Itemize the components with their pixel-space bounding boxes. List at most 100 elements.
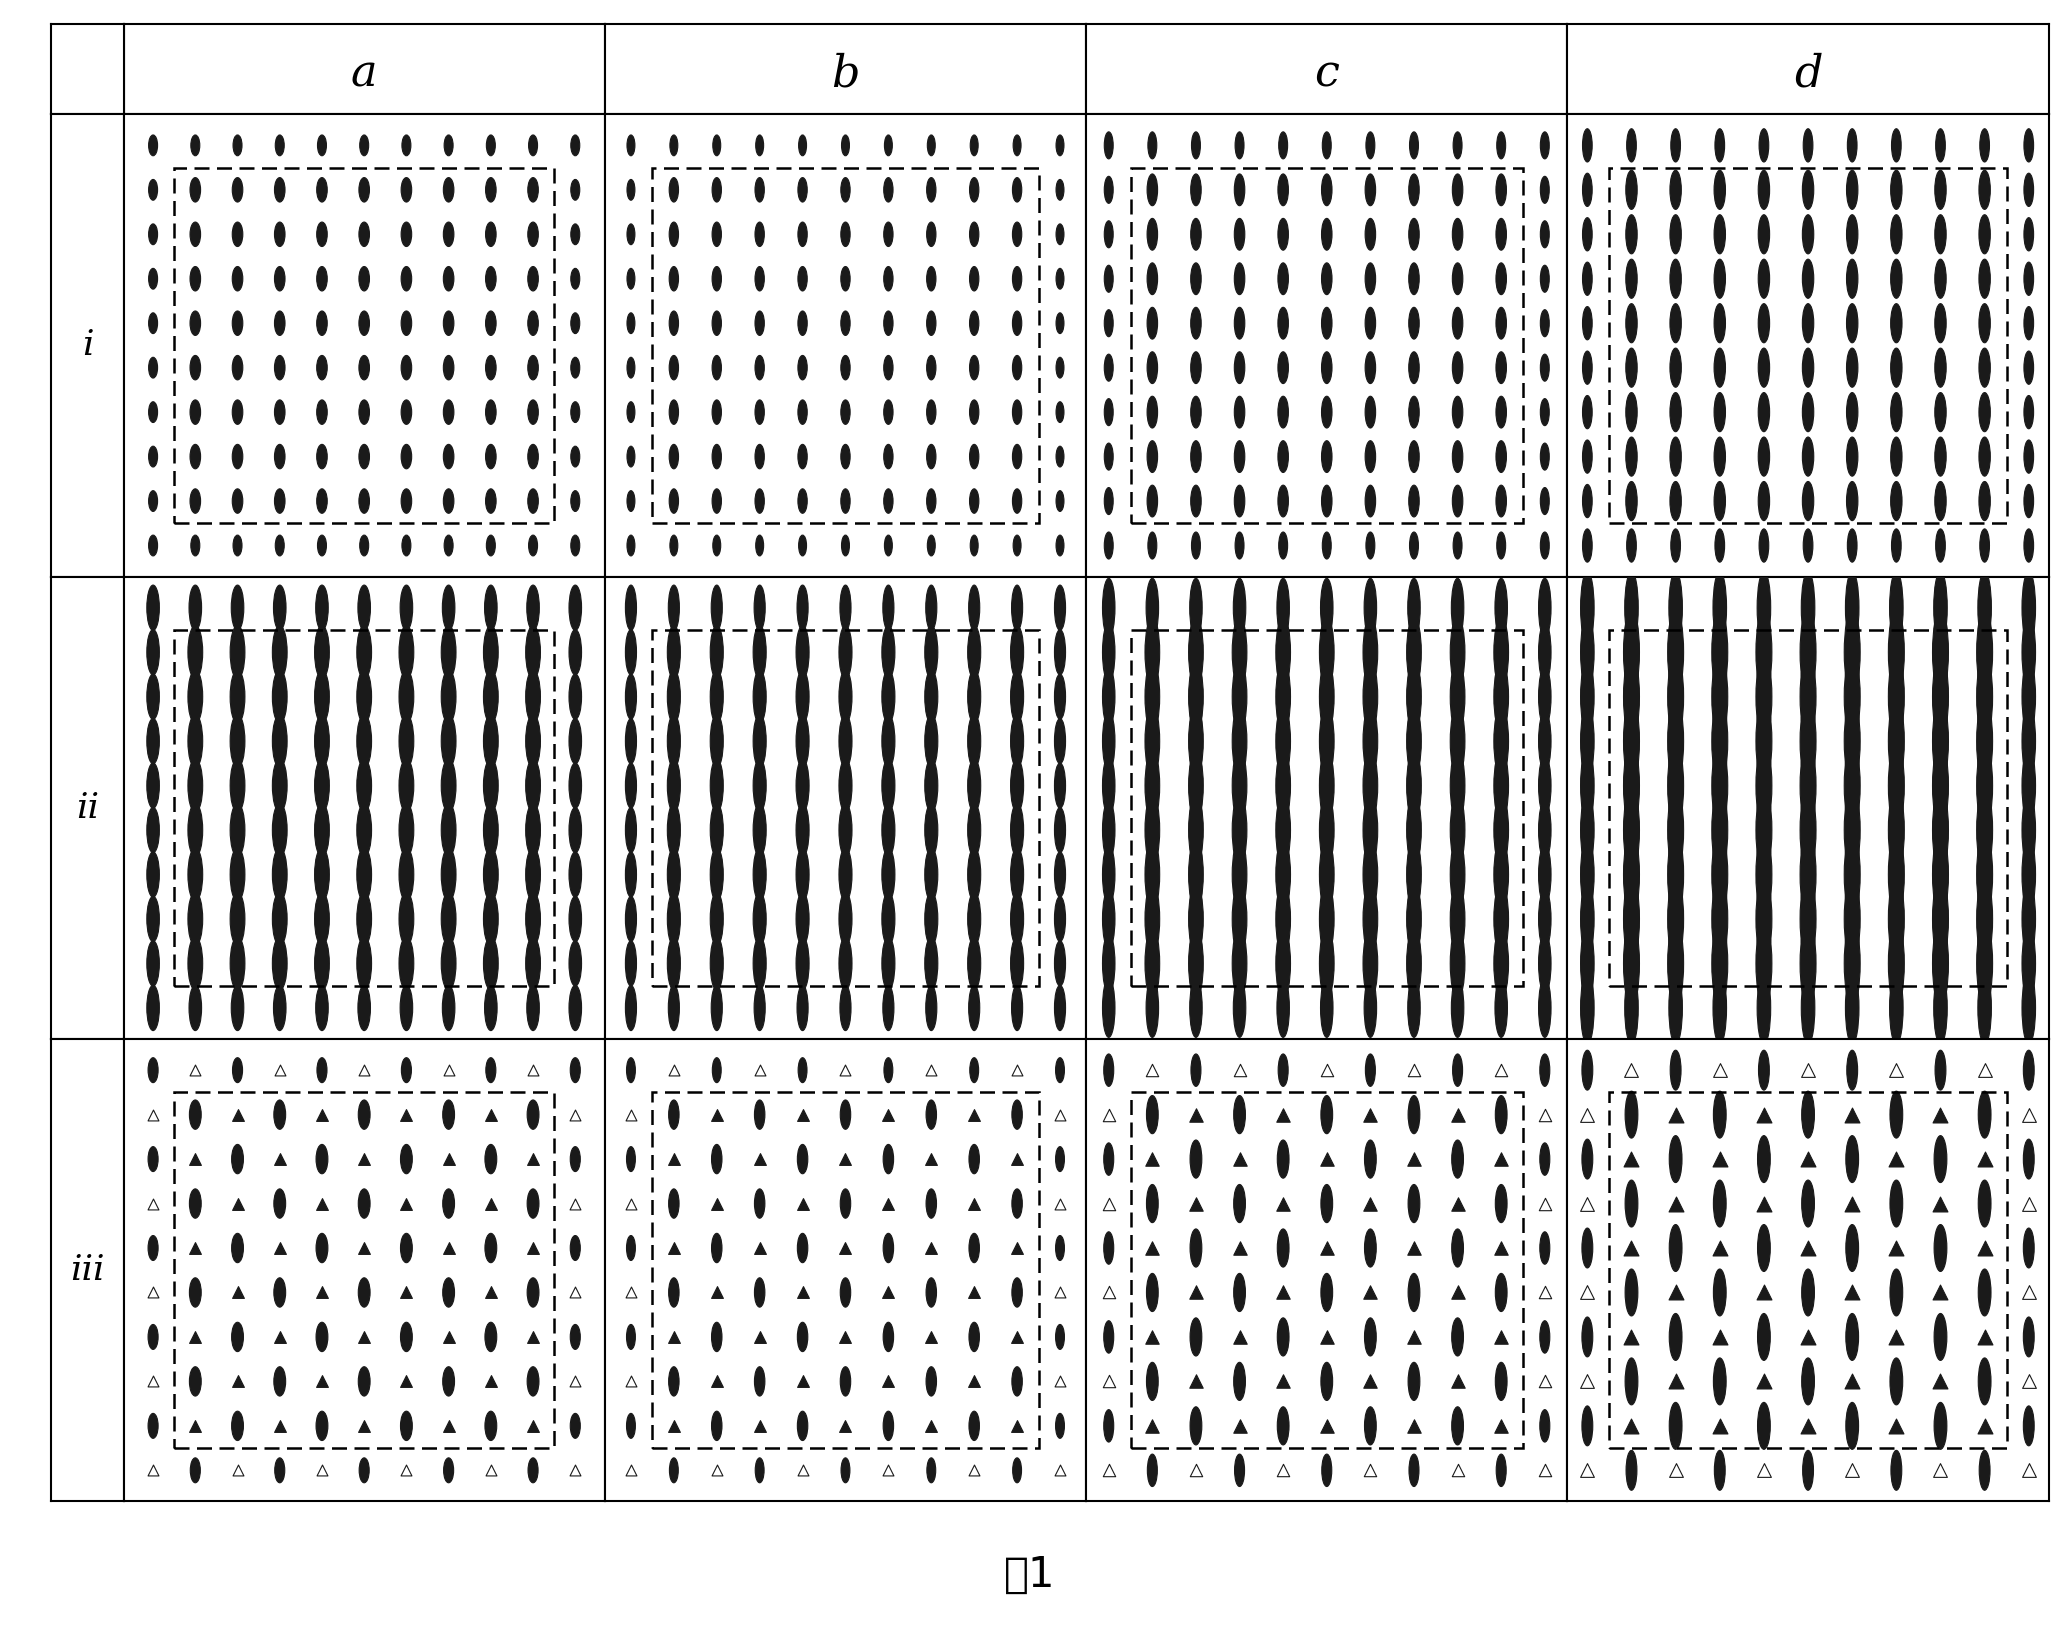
Ellipse shape — [1277, 617, 1291, 687]
Ellipse shape — [1668, 832, 1684, 917]
Ellipse shape — [358, 490, 369, 514]
Ellipse shape — [797, 759, 809, 813]
Point — [517, 1235, 550, 1262]
Point — [1180, 1279, 1213, 1306]
Ellipse shape — [231, 759, 245, 813]
Ellipse shape — [1322, 263, 1332, 295]
Ellipse shape — [402, 1144, 412, 1173]
Point — [432, 1146, 465, 1172]
Ellipse shape — [570, 535, 581, 557]
Ellipse shape — [628, 491, 634, 511]
Ellipse shape — [1758, 170, 1769, 209]
Ellipse shape — [360, 535, 369, 557]
Ellipse shape — [1758, 348, 1769, 387]
Point — [1703, 1324, 1736, 1350]
Point — [432, 1324, 465, 1350]
Ellipse shape — [1845, 787, 1859, 873]
Ellipse shape — [1231, 795, 1248, 865]
Ellipse shape — [146, 940, 159, 986]
Ellipse shape — [799, 444, 807, 468]
Ellipse shape — [669, 1366, 679, 1395]
Ellipse shape — [1056, 535, 1065, 557]
Ellipse shape — [1408, 979, 1421, 1038]
Ellipse shape — [1845, 1314, 1859, 1361]
Ellipse shape — [1627, 170, 1637, 209]
Ellipse shape — [667, 625, 679, 679]
Point — [517, 1058, 550, 1084]
Ellipse shape — [1713, 1092, 1725, 1138]
Ellipse shape — [317, 266, 327, 290]
Ellipse shape — [1233, 441, 1246, 473]
Text: b: b — [832, 52, 861, 95]
Ellipse shape — [626, 808, 636, 854]
Ellipse shape — [1890, 1092, 1903, 1138]
Ellipse shape — [272, 893, 286, 945]
Ellipse shape — [1497, 307, 1507, 339]
Ellipse shape — [486, 1058, 496, 1082]
Ellipse shape — [1320, 840, 1334, 909]
Ellipse shape — [315, 893, 329, 945]
Ellipse shape — [1583, 263, 1592, 295]
Ellipse shape — [883, 986, 894, 1030]
Ellipse shape — [189, 222, 200, 246]
Point — [1223, 1058, 1256, 1084]
Ellipse shape — [712, 1322, 723, 1351]
Point — [614, 1457, 647, 1483]
Ellipse shape — [1933, 571, 1948, 645]
Point — [957, 1279, 990, 1306]
Ellipse shape — [1802, 215, 1814, 255]
Ellipse shape — [1981, 529, 1989, 561]
Ellipse shape — [756, 312, 764, 336]
Ellipse shape — [484, 625, 498, 679]
Ellipse shape — [2024, 307, 2034, 339]
Ellipse shape — [315, 715, 329, 767]
Ellipse shape — [1147, 532, 1157, 560]
Ellipse shape — [187, 671, 202, 723]
Ellipse shape — [1540, 1142, 1550, 1175]
Ellipse shape — [968, 986, 980, 1030]
Ellipse shape — [1670, 1402, 1682, 1449]
Point — [2012, 1368, 2045, 1394]
Ellipse shape — [1933, 920, 1948, 1007]
Ellipse shape — [231, 986, 243, 1030]
Ellipse shape — [924, 759, 937, 813]
Point — [1485, 1413, 1517, 1439]
Ellipse shape — [626, 718, 636, 764]
Bar — [1610, 1092, 2008, 1448]
Ellipse shape — [272, 671, 286, 723]
Point — [787, 1279, 819, 1306]
Text: ii: ii — [76, 792, 99, 824]
Ellipse shape — [1013, 266, 1021, 290]
Ellipse shape — [1668, 743, 1684, 829]
Ellipse shape — [1847, 170, 1857, 209]
Ellipse shape — [187, 937, 202, 991]
Ellipse shape — [628, 135, 634, 155]
Point — [1180, 1102, 1213, 1128]
Ellipse shape — [525, 937, 539, 991]
Ellipse shape — [1408, 1273, 1421, 1312]
Ellipse shape — [838, 715, 852, 767]
Ellipse shape — [1056, 1325, 1065, 1350]
Ellipse shape — [1845, 1136, 1859, 1183]
Ellipse shape — [1845, 920, 1859, 1007]
Ellipse shape — [1190, 219, 1200, 250]
Ellipse shape — [274, 1100, 286, 1129]
Ellipse shape — [1627, 481, 1637, 521]
Ellipse shape — [1365, 132, 1375, 158]
Point — [1837, 1279, 1870, 1306]
Ellipse shape — [970, 312, 978, 336]
Ellipse shape — [1758, 1402, 1771, 1449]
Ellipse shape — [189, 266, 200, 290]
Ellipse shape — [968, 671, 980, 723]
Ellipse shape — [883, 586, 894, 630]
Ellipse shape — [1104, 488, 1114, 514]
Ellipse shape — [840, 1188, 850, 1217]
Ellipse shape — [1977, 920, 1993, 1007]
Ellipse shape — [1450, 617, 1464, 687]
Ellipse shape — [1190, 485, 1200, 517]
Point — [1880, 1235, 1913, 1262]
Ellipse shape — [1322, 1454, 1332, 1487]
Ellipse shape — [626, 630, 636, 676]
Point — [830, 1058, 863, 1084]
Point — [743, 1058, 776, 1084]
